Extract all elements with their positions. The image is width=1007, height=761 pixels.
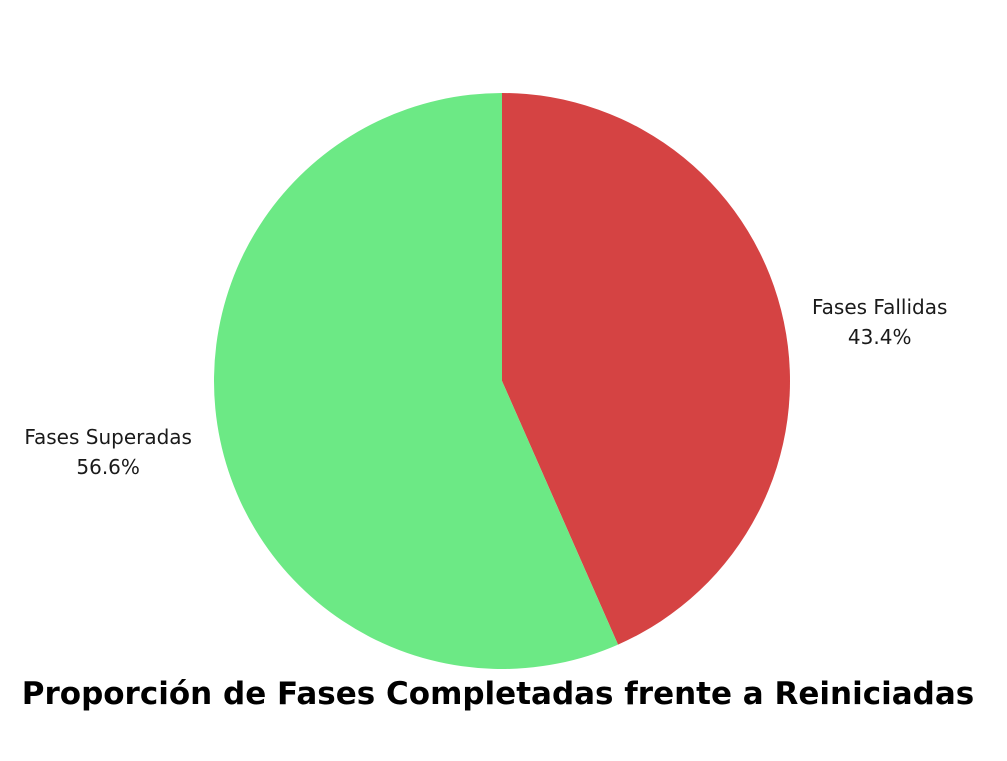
chart-title: Proporción de Fases Completadas frente a… xyxy=(22,676,974,712)
slice-label-fases-superadas: Fases Superadas xyxy=(24,425,192,449)
slice-percent-fases-superadas: 56.6% xyxy=(76,455,140,479)
pie-slices xyxy=(214,93,790,669)
slice-label-fases-fallidas: Fases Fallidas xyxy=(812,295,947,319)
slice-percent-fases-fallidas: 43.4% xyxy=(848,325,912,349)
